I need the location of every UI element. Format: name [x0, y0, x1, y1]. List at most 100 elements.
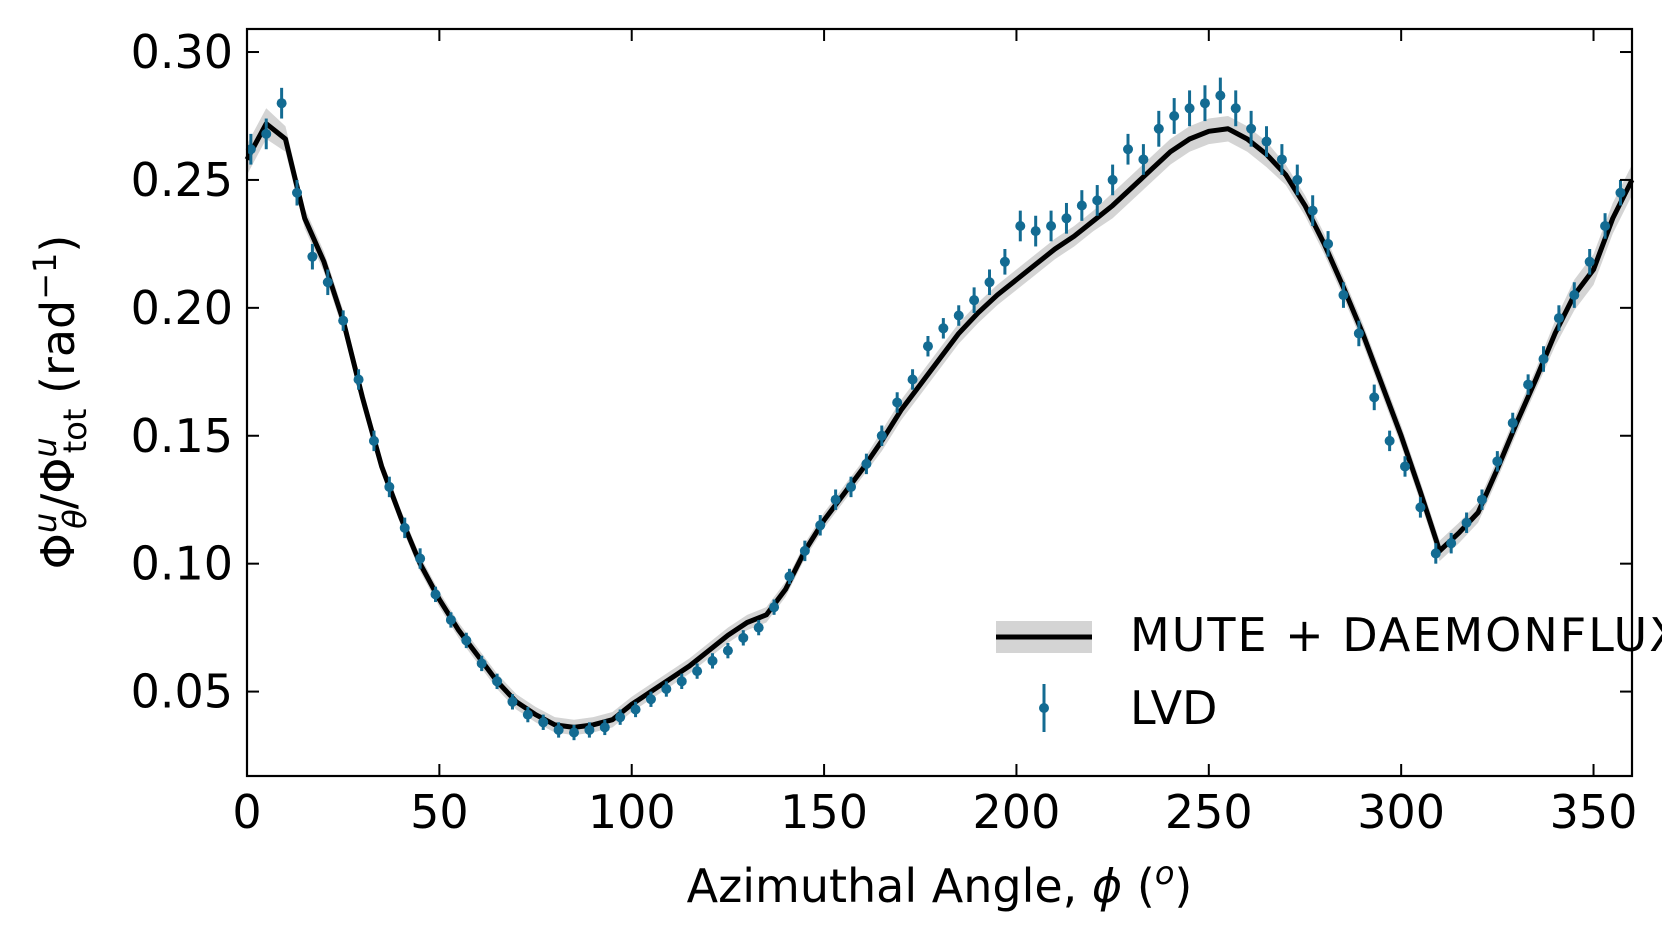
- y-tick-label: 0.25: [131, 153, 233, 207]
- data-point: [461, 635, 472, 646]
- plot-frame: [245, 27, 1634, 778]
- data-point: [1292, 174, 1303, 185]
- data-point: [953, 310, 964, 321]
- data-point: [1169, 110, 1180, 121]
- data-point: [938, 323, 949, 334]
- data-point: [1461, 517, 1472, 528]
- data-point: [876, 430, 887, 441]
- x-tick-label: 300: [1357, 785, 1445, 839]
- data-point: [692, 666, 703, 677]
- model-line: [244, 121, 1635, 730]
- data-point: [1400, 461, 1411, 472]
- y-tick-label: 0.20: [131, 281, 233, 335]
- data-point: [430, 589, 441, 600]
- data-point: [476, 658, 487, 669]
- x-axis-label: Azimuthal Angle, ϕ (o): [687, 854, 1193, 913]
- legend-label: LVD: [1130, 681, 1217, 735]
- data-point: [892, 397, 903, 408]
- data-point: [1246, 123, 1257, 134]
- data-point: [1538, 354, 1549, 365]
- data-point: [1584, 256, 1595, 267]
- data-point: [276, 98, 287, 109]
- y-tick-label: 0.10: [131, 537, 233, 591]
- x-label-part: ϕ: [1092, 859, 1122, 913]
- y-tick-label: 0.05: [131, 665, 233, 719]
- data-point: [615, 712, 626, 723]
- x-tick-label: 150: [780, 785, 868, 839]
- data-point: [553, 724, 564, 735]
- data-point: [599, 722, 610, 733]
- data-point: [338, 315, 349, 326]
- data-point: [1184, 103, 1195, 114]
- plot-area: [244, 77, 1635, 741]
- legend-label: MUTE + DAEMONFLUX: [1130, 608, 1662, 662]
- legend-marker: [1039, 703, 1049, 713]
- data-point: [415, 553, 426, 564]
- data-point: [1507, 417, 1518, 428]
- data-point: [584, 724, 595, 735]
- data-point: [769, 602, 780, 613]
- data-point: [969, 295, 980, 306]
- data-point: [1430, 548, 1441, 559]
- data-point: [1476, 494, 1487, 505]
- data-point: [1415, 502, 1426, 513]
- x-tick-label: 0: [232, 785, 261, 839]
- y-label-part: tot: [56, 409, 94, 454]
- data-point: [1369, 392, 1380, 403]
- data-point: [1092, 195, 1103, 206]
- data-point: [784, 571, 795, 582]
- data-point: [1153, 123, 1164, 134]
- y-label-part: ): [31, 235, 85, 253]
- data-point: [1046, 220, 1057, 231]
- data-point: [661, 684, 672, 695]
- data-point: [799, 545, 810, 556]
- data-point: [569, 727, 580, 738]
- data-point: [1107, 174, 1118, 185]
- data-point: [1199, 98, 1210, 109]
- data-point: [738, 632, 749, 643]
- x-label-part: o: [1155, 854, 1175, 892]
- data-point: [1569, 290, 1580, 301]
- data-point: [1123, 144, 1134, 155]
- data-point: [984, 277, 995, 288]
- data-point: [1553, 313, 1564, 324]
- data-point: [830, 494, 841, 505]
- y-label-part: Φ: [31, 533, 85, 569]
- y-label-part: θ: [56, 509, 94, 529]
- data-point: [676, 676, 687, 687]
- data-point: [907, 374, 918, 385]
- data-point: [1338, 290, 1349, 301]
- x-label-part: Azimuthal Angle,: [687, 859, 1092, 913]
- y-label-part: −1: [26, 253, 64, 300]
- data-point: [645, 694, 656, 705]
- data-point: [492, 676, 503, 687]
- x-tick-label: 350: [1550, 785, 1638, 839]
- data-point: [368, 435, 379, 446]
- y-label-part: /Φ: [31, 458, 85, 510]
- x-label-part: (: [1122, 859, 1155, 913]
- data-point: [1323, 238, 1334, 249]
- data-point: [1076, 200, 1087, 211]
- data-point: [522, 709, 533, 720]
- data-point: [1215, 90, 1226, 101]
- x-tick-label: 100: [588, 785, 676, 839]
- data-point: [1138, 154, 1149, 165]
- data-point: [399, 522, 410, 533]
- data-point: [322, 277, 333, 288]
- data-point: [1446, 538, 1457, 549]
- y-label-part: u: [26, 513, 64, 533]
- data-point: [353, 374, 364, 385]
- x-label-part: ): [1174, 859, 1192, 913]
- data-point: [1307, 205, 1318, 216]
- y-label-part: (rad: [31, 300, 85, 409]
- data-point: [630, 704, 641, 715]
- data-point: [1492, 456, 1503, 467]
- data-point: [922, 341, 933, 352]
- x-tick-label: 250: [1165, 785, 1253, 839]
- data-point: [1061, 213, 1072, 224]
- data-point: [445, 614, 456, 625]
- data-point: [507, 696, 518, 707]
- data-point: [815, 520, 826, 531]
- data-point: [261, 128, 272, 139]
